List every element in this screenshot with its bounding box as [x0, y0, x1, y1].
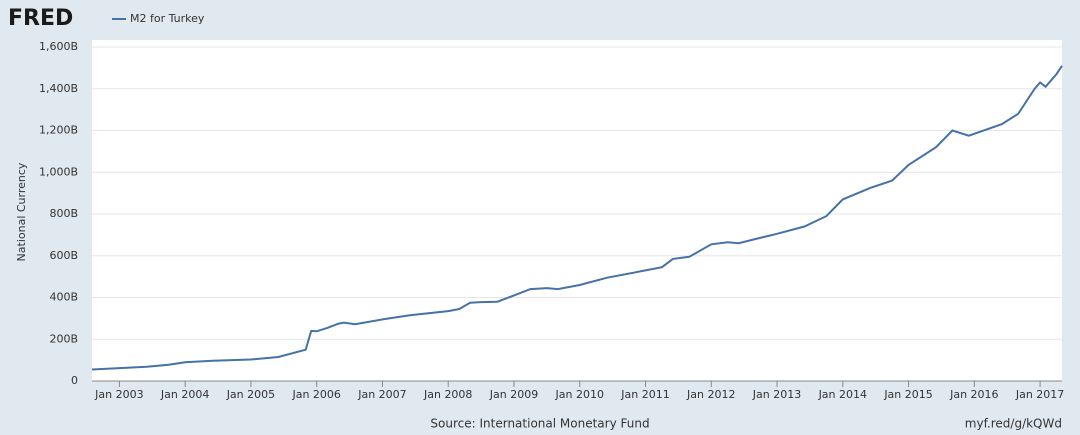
- y-tick-label: 800B: [49, 207, 78, 220]
- y-tick-label: 600B: [49, 249, 78, 262]
- x-tick-label: Jan 2013: [752, 388, 801, 401]
- y-tick-label: 1,400B: [39, 82, 78, 95]
- y-tick-label: 1,000B: [39, 165, 78, 178]
- source: Source: International Monetary Fund: [430, 417, 649, 431]
- x-tick-label: Jan 2015: [883, 388, 932, 401]
- data-line: [91, 65, 1063, 371]
- url: myf.red/g/kQWd: [965, 417, 1062, 431]
- x-tick-label: Jan 2011: [620, 388, 669, 401]
- x-tick-label: Jan 2016: [949, 388, 998, 401]
- y-tick-label: 400B: [49, 291, 78, 304]
- plot-area: [92, 40, 1062, 381]
- x-tick-label: Jan 2012: [686, 388, 735, 401]
- legend-label: M2 for Turkey: [130, 12, 205, 25]
- x-tick-label: Jan 2005: [226, 388, 275, 401]
- y-tick-label: 1,200B: [39, 124, 78, 137]
- y-tick-label: 1,600B: [39, 40, 78, 53]
- logo: FRED: [8, 6, 73, 31]
- x-tick-label: Jan 2007: [357, 388, 406, 401]
- x-tick-label: Jan 2014: [818, 388, 867, 401]
- x-tick-label: Jan 2009: [489, 388, 538, 401]
- x-tick-label: Jan 2004: [160, 388, 209, 401]
- x-tick-label: Jan 2003: [94, 388, 143, 401]
- y-tick-label: 0: [71, 374, 78, 387]
- x-tick-label: Jan 2008: [423, 388, 472, 401]
- x-tick-label: Jan 2017: [1015, 388, 1064, 401]
- y-tick-label: 200B: [49, 332, 78, 345]
- y-axis-label: National Currency: [15, 162, 28, 261]
- x-tick-label: Jan 2010: [555, 388, 604, 401]
- x-tick-label: Jan 2006: [291, 388, 340, 401]
